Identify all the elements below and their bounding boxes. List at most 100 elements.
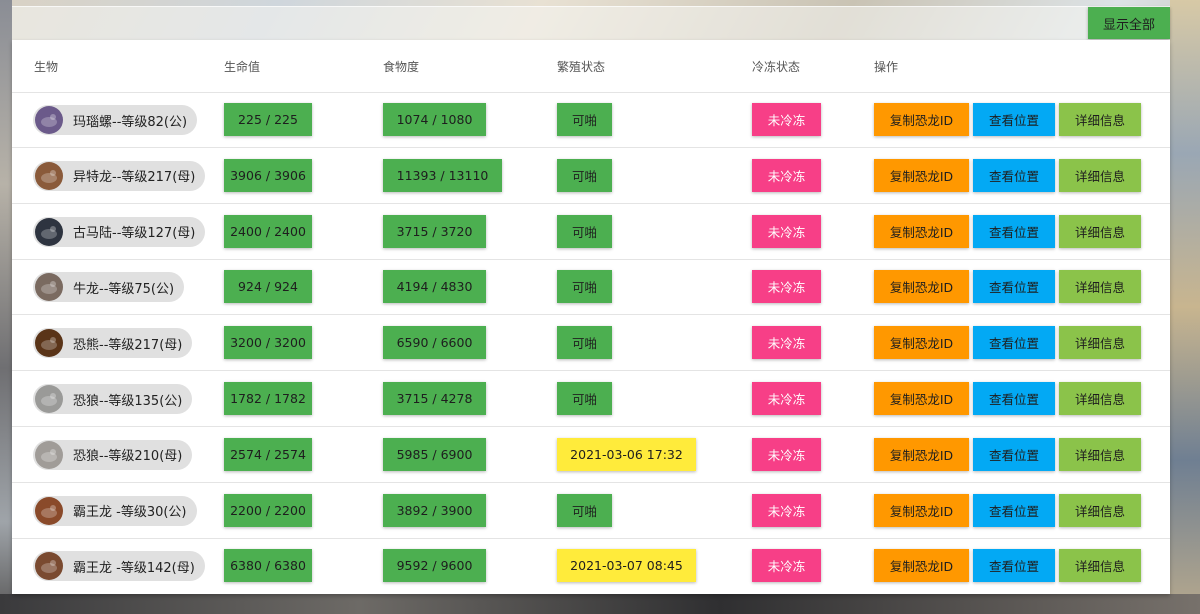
creature-chip[interactable]: 恐狼--等级135(公) [33, 384, 193, 414]
breeding-badge: 可啪 [557, 493, 612, 527]
header-health: 生命值 [224, 60, 261, 74]
table-row: 牛龙--等级75(公) 924 / 924 4194 / 4830 可啪 未冷冻… [12, 259, 1170, 316]
health-badge: 924 / 924 [224, 270, 312, 304]
food-badge: 4194 / 4830 [383, 270, 486, 304]
creature-chip[interactable]: 恐熊--等级217(母) [33, 328, 193, 359]
view-location-button[interactable]: 查看位置 [973, 326, 1055, 360]
breeding-badge: 2021-03-06 17:32 [557, 437, 696, 471]
health-badge: 2400 / 2400 [224, 214, 312, 248]
creature-chip[interactable]: 牛龙--等级75(公) [33, 272, 185, 303]
view-location-button[interactable]: 查看位置 [973, 158, 1055, 192]
breeding-badge: 可啪 [557, 326, 612, 360]
view-location-button[interactable]: 查看位置 [973, 103, 1055, 136]
copy-dino-id-button[interactable]: 复制恐龙ID [874, 549, 969, 583]
food-badge: 9592 / 9600 [383, 549, 486, 583]
breeding-badge: 可啪 [557, 270, 612, 304]
trex-icon [35, 496, 63, 525]
copy-dino-id-button[interactable]: 复制恐龙ID [874, 326, 969, 360]
details-button[interactable]: 详细信息 [1059, 382, 1141, 415]
header-creature: 生物 [34, 60, 59, 74]
header-actions: 操作 [874, 60, 899, 74]
copy-dino-id-button[interactable]: 复制恐龙ID [874, 382, 969, 415]
table-row: 霸王龙 -等级30(公) 2200 / 2200 3892 / 3900 可啪 … [12, 483, 1170, 539]
breeding-badge: 2021-03-07 08:45 [557, 549, 696, 583]
health-badge: 3906 / 3906 [224, 158, 312, 192]
view-location-button[interactable]: 查看位置 [973, 382, 1055, 415]
wolf-icon [35, 385, 63, 413]
details-button[interactable]: 详细信息 [1059, 437, 1141, 471]
background-left-edge [0, 0, 12, 614]
breeding-badge: 可啪 [557, 382, 612, 415]
food-badge: 3715 / 3720 [383, 214, 486, 248]
food-badge: 11393 / 13110 [383, 158, 502, 192]
details-button[interactable]: 详细信息 [1059, 270, 1141, 304]
creature-name: 恐狼--等级135(公) [73, 393, 183, 409]
show-all-button[interactable]: 显示全部 [1088, 7, 1170, 39]
table-row: 玛瑙螺--等级82(公) 225 / 225 1074 / 1080 可啪 未冷… [12, 92, 1170, 148]
creature-chip[interactable]: 恐狼--等级210(母) [33, 439, 193, 470]
creature-table: 生物 生命值 食物度 繁殖状态 冷冻状态 操作 玛瑙螺--等级82(公) 225… [12, 40, 1170, 594]
details-button[interactable]: 详细信息 [1059, 326, 1141, 360]
copy-dino-id-button[interactable]: 复制恐龙ID [874, 214, 969, 248]
copy-dino-id-button[interactable]: 复制恐龙ID [874, 437, 969, 471]
health-badge: 6380 / 6380 [224, 549, 312, 583]
frozen-badge: 未冷冻 [752, 214, 821, 248]
copy-dino-id-button[interactable]: 复制恐龙ID [874, 103, 969, 136]
header-frozen: 冷冻状态 [752, 60, 801, 74]
allosaurus-icon [35, 161, 63, 190]
frozen-badge: 未冷冻 [752, 326, 821, 360]
view-location-button[interactable]: 查看位置 [973, 437, 1055, 471]
carnotaurus-icon [35, 273, 63, 302]
food-badge: 1074 / 1080 [383, 103, 486, 136]
copy-dino-id-button[interactable]: 复制恐龙ID [874, 493, 969, 527]
details-button[interactable]: 详细信息 [1059, 549, 1141, 583]
breeding-badge: 可啪 [557, 214, 612, 248]
creature-name: 恐狼--等级210(母) [73, 449, 183, 465]
frozen-badge: 未冷冻 [752, 270, 821, 304]
health-badge: 1782 / 1782 [224, 382, 312, 415]
food-badge: 6590 / 6600 [383, 326, 486, 360]
details-button[interactable]: 详细信息 [1059, 158, 1141, 192]
creature-name: 古马陆--等级127(母) [73, 226, 196, 242]
view-location-button[interactable]: 查看位置 [973, 214, 1055, 248]
bear-icon [35, 329, 63, 358]
header-food: 食物度 [383, 60, 420, 74]
wolf-icon [35, 440, 63, 469]
food-badge: 3715 / 4278 [383, 382, 486, 415]
table-row: 霸王龙 -等级142(母) 6380 / 6380 9592 / 9600 20… [12, 538, 1170, 593]
frozen-badge: 未冷冻 [752, 549, 821, 583]
details-button[interactable]: 详细信息 [1059, 214, 1141, 248]
trex-icon [35, 552, 63, 581]
health-badge: 2200 / 2200 [224, 493, 312, 527]
view-location-button[interactable]: 查看位置 [973, 270, 1055, 304]
frozen-badge: 未冷冻 [752, 158, 821, 192]
frozen-badge: 未冷冻 [752, 493, 821, 527]
creature-chip[interactable]: 异特龙--等级217(母) [33, 160, 206, 191]
food-badge: 3892 / 3900 [383, 493, 486, 527]
creature-chip[interactable]: 玛瑙螺--等级82(公) [33, 105, 198, 135]
breeding-badge: 可啪 [557, 103, 612, 136]
creature-chip[interactable]: 霸王龙 -等级142(母) [33, 551, 205, 582]
creature-name: 牛龙--等级75(公) [73, 281, 175, 297]
view-location-button[interactable]: 查看位置 [973, 493, 1055, 527]
creature-chip[interactable]: 霸王龙 -等级30(公) [33, 495, 197, 526]
background-bottom-edge [0, 594, 1200, 614]
view-location-button[interactable]: 查看位置 [973, 549, 1055, 583]
copy-dino-id-button[interactable]: 复制恐龙ID [874, 270, 969, 304]
details-button[interactable]: 详细信息 [1059, 493, 1141, 527]
health-badge: 225 / 225 [224, 103, 312, 136]
table-row: 恐狼--等级210(母) 2574 / 2574 5985 / 6900 202… [12, 427, 1170, 483]
frozen-badge: 未冷冻 [752, 382, 821, 415]
frozen-badge: 未冷冻 [752, 437, 821, 471]
copy-dino-id-button[interactable]: 复制恐龙ID [874, 158, 969, 192]
details-button[interactable]: 详细信息 [1059, 103, 1141, 136]
creature-name: 异特龙--等级217(母) [73, 170, 196, 186]
snail-icon [35, 106, 63, 134]
creature-name: 恐熊--等级217(母) [73, 337, 183, 353]
background-right-edge [1170, 0, 1200, 614]
health-badge: 2574 / 2574 [224, 437, 312, 471]
food-badge: 5985 / 6900 [383, 437, 486, 471]
table-row: 古马陆--等级127(母) 2400 / 2400 3715 / 3720 可啪… [12, 204, 1170, 260]
table-row: 恐熊--等级217(母) 3200 / 3200 6590 / 6600 可啪 … [12, 315, 1170, 372]
creature-chip[interactable]: 古马陆--等级127(母) [33, 216, 206, 247]
